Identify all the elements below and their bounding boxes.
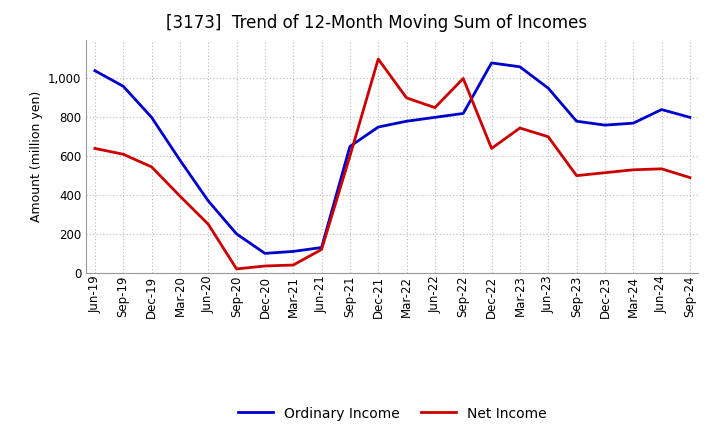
Ordinary Income (544, 85, 552, 91)
Net Income (176, 194, 184, 199)
Ordinary Income (516, 64, 524, 70)
Net Income (233, 266, 241, 271)
Line: Net Income: Net Income (95, 59, 690, 269)
Net Income (629, 167, 637, 172)
Net Income (544, 134, 552, 139)
Text: [3173]  Trend of 12-Month Moving Sum of Incomes: [3173] Trend of 12-Month Moving Sum of I… (166, 15, 587, 33)
Line: Ordinary Income: Ordinary Income (95, 63, 690, 253)
Ordinary Income (431, 115, 439, 120)
Ordinary Income (204, 198, 212, 204)
Net Income (119, 152, 127, 157)
Net Income (516, 125, 524, 131)
Net Income (204, 222, 212, 227)
Net Income (318, 247, 326, 252)
Ordinary Income (374, 125, 382, 130)
Ordinary Income (487, 60, 496, 66)
Ordinary Income (657, 107, 666, 112)
Ordinary Income (572, 118, 581, 124)
Ordinary Income (233, 231, 241, 237)
Net Income (402, 95, 411, 100)
Legend: Ordinary Income, Net Income: Ordinary Income, Net Income (233, 401, 552, 426)
Net Income (148, 164, 156, 169)
Ordinary Income (261, 251, 269, 256)
Net Income (261, 264, 269, 269)
Net Income (459, 76, 467, 81)
Ordinary Income (91, 68, 99, 73)
Y-axis label: Amount (million yen): Amount (million yen) (30, 91, 42, 222)
Net Income (374, 56, 382, 62)
Net Income (91, 146, 99, 151)
Ordinary Income (685, 115, 694, 120)
Net Income (600, 170, 609, 176)
Net Income (487, 146, 496, 151)
Ordinary Income (600, 122, 609, 128)
Net Income (685, 175, 694, 180)
Ordinary Income (346, 144, 354, 149)
Net Income (289, 262, 297, 268)
Ordinary Income (176, 158, 184, 163)
Ordinary Income (119, 84, 127, 89)
Ordinary Income (318, 245, 326, 250)
Ordinary Income (459, 111, 467, 116)
Ordinary Income (148, 115, 156, 120)
Net Income (346, 154, 354, 159)
Net Income (657, 166, 666, 172)
Net Income (572, 173, 581, 178)
Ordinary Income (629, 121, 637, 126)
Ordinary Income (289, 249, 297, 254)
Net Income (431, 105, 439, 110)
Ordinary Income (402, 118, 411, 124)
